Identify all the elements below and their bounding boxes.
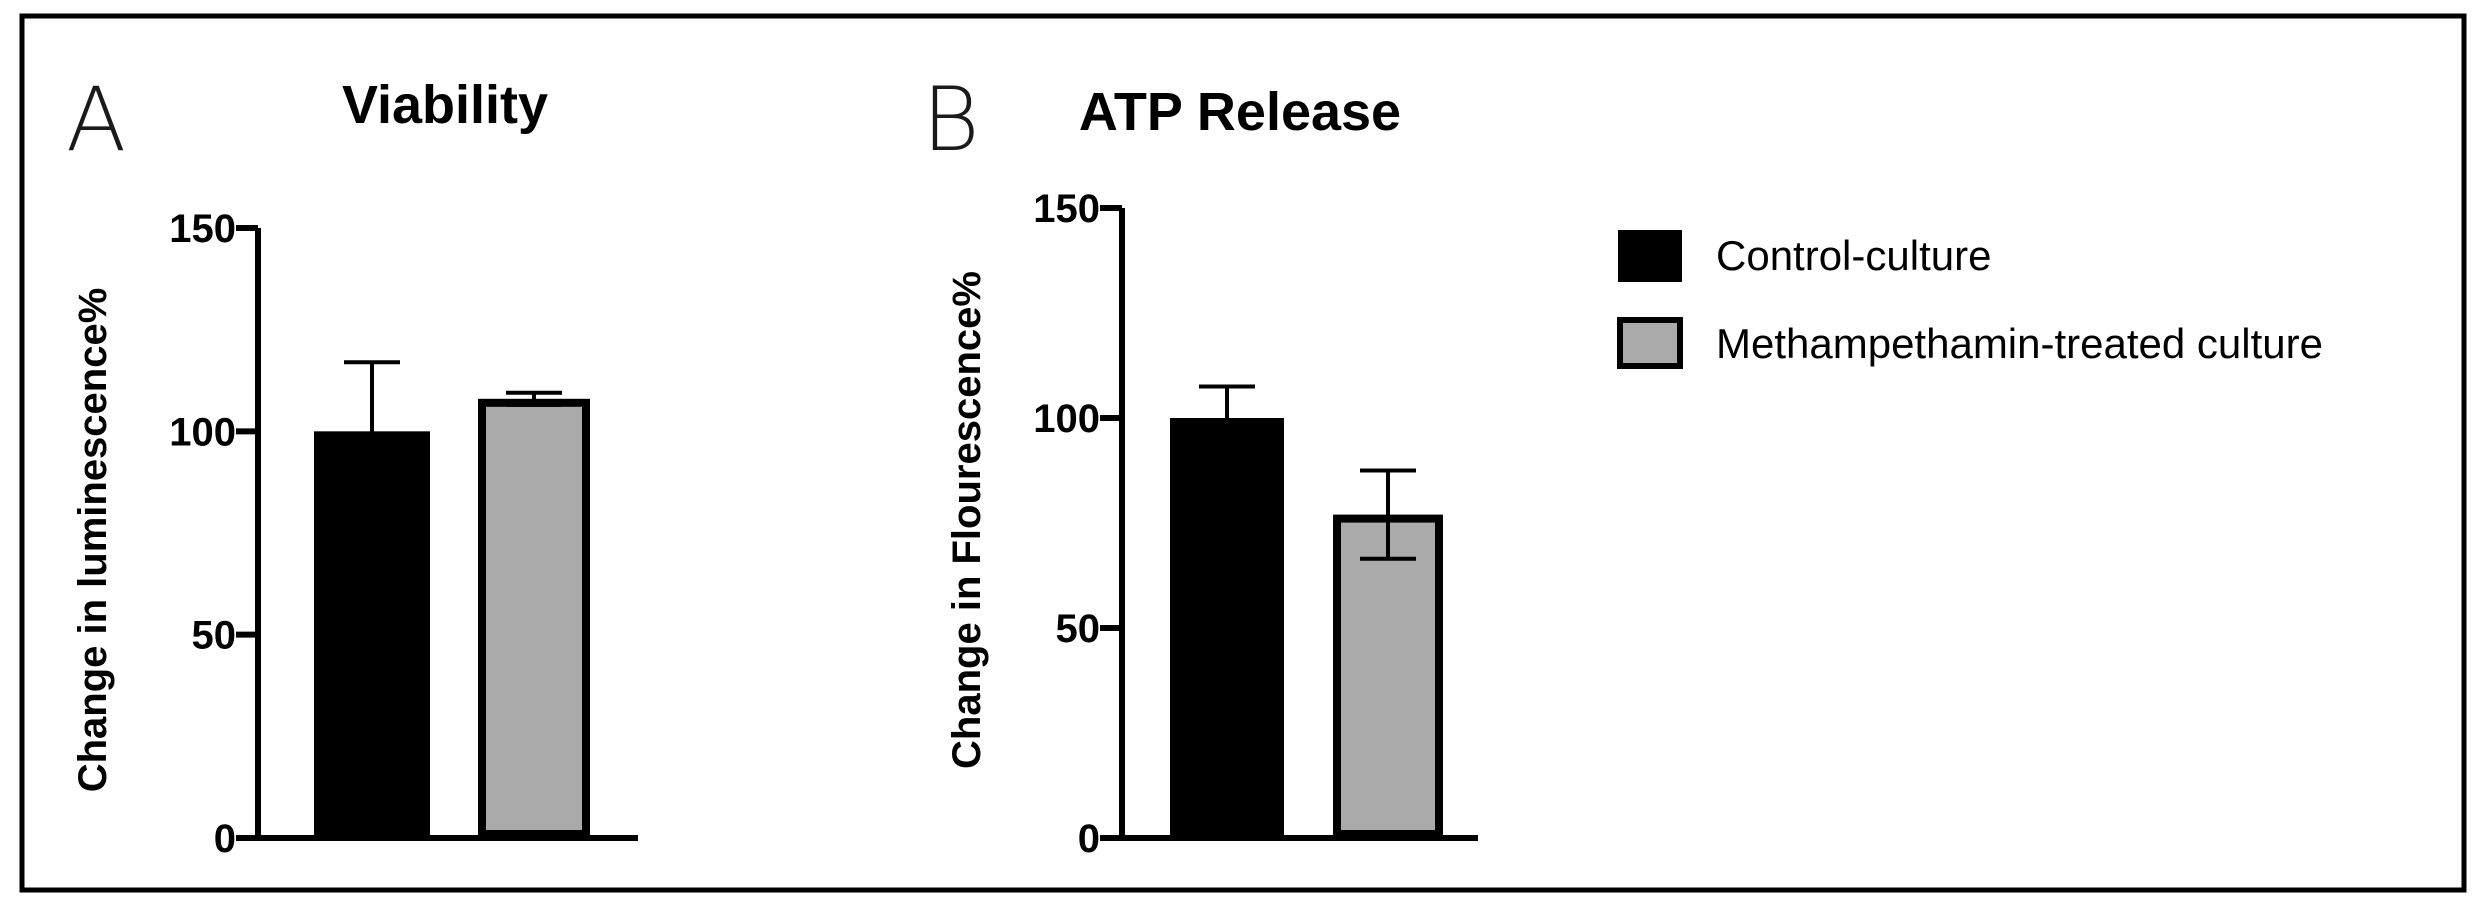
chart-title-viability: Viability [342, 75, 548, 135]
y-axis-label-viability: Change in luminescence% [71, 288, 115, 793]
bar-viability-treated [478, 398, 590, 838]
bar-atp-release-treated [1333, 514, 1443, 838]
legend: Control-culture Methampethamin-treated c… [1617, 230, 2323, 369]
y-tick-label-atp-release-100: 100 [1033, 397, 1100, 441]
panel-letter-b: B [922, 68, 980, 171]
y-axis-label-atp-release: Change in Flourescence% [945, 271, 989, 769]
y-tick-label-viability-50: 50 [192, 614, 237, 658]
figure-frame [19, 13, 2467, 893]
plot-area-viability: 0 50 100 150 [169, 207, 638, 861]
panel-letter-a: A [66, 68, 126, 171]
plot-area-atp-release: 0 50 100 150 [1033, 187, 1478, 861]
y-tick-label-viability-0: 0 [214, 817, 236, 861]
legend-label-control: Control-culture [1716, 232, 1991, 279]
y-tick-label-viability-150: 150 [169, 207, 236, 251]
bar-viability-control [314, 431, 430, 838]
legend-swatch-control [1618, 230, 1682, 282]
legend-label-treated: Methampethamin-treated culture [1716, 320, 2323, 367]
chart-title-atp-release: ATP Release [1079, 82, 1401, 142]
y-tick-label-atp-release-0: 0 [1078, 817, 1100, 861]
y-tick-label-atp-release-50: 50 [1056, 607, 1101, 651]
panel-b: B ATP Release Change in Flourescence% 0 5… [922, 68, 1478, 861]
panel-a: A Viability Change in luminescence% 0 50 1… [66, 68, 638, 861]
legend-swatch-treated [1617, 317, 1683, 369]
bar-atp-release-control [1170, 418, 1284, 838]
y-tick-label-atp-release-150: 150 [1033, 187, 1100, 231]
y-tick-label-viability-100: 100 [169, 410, 236, 454]
